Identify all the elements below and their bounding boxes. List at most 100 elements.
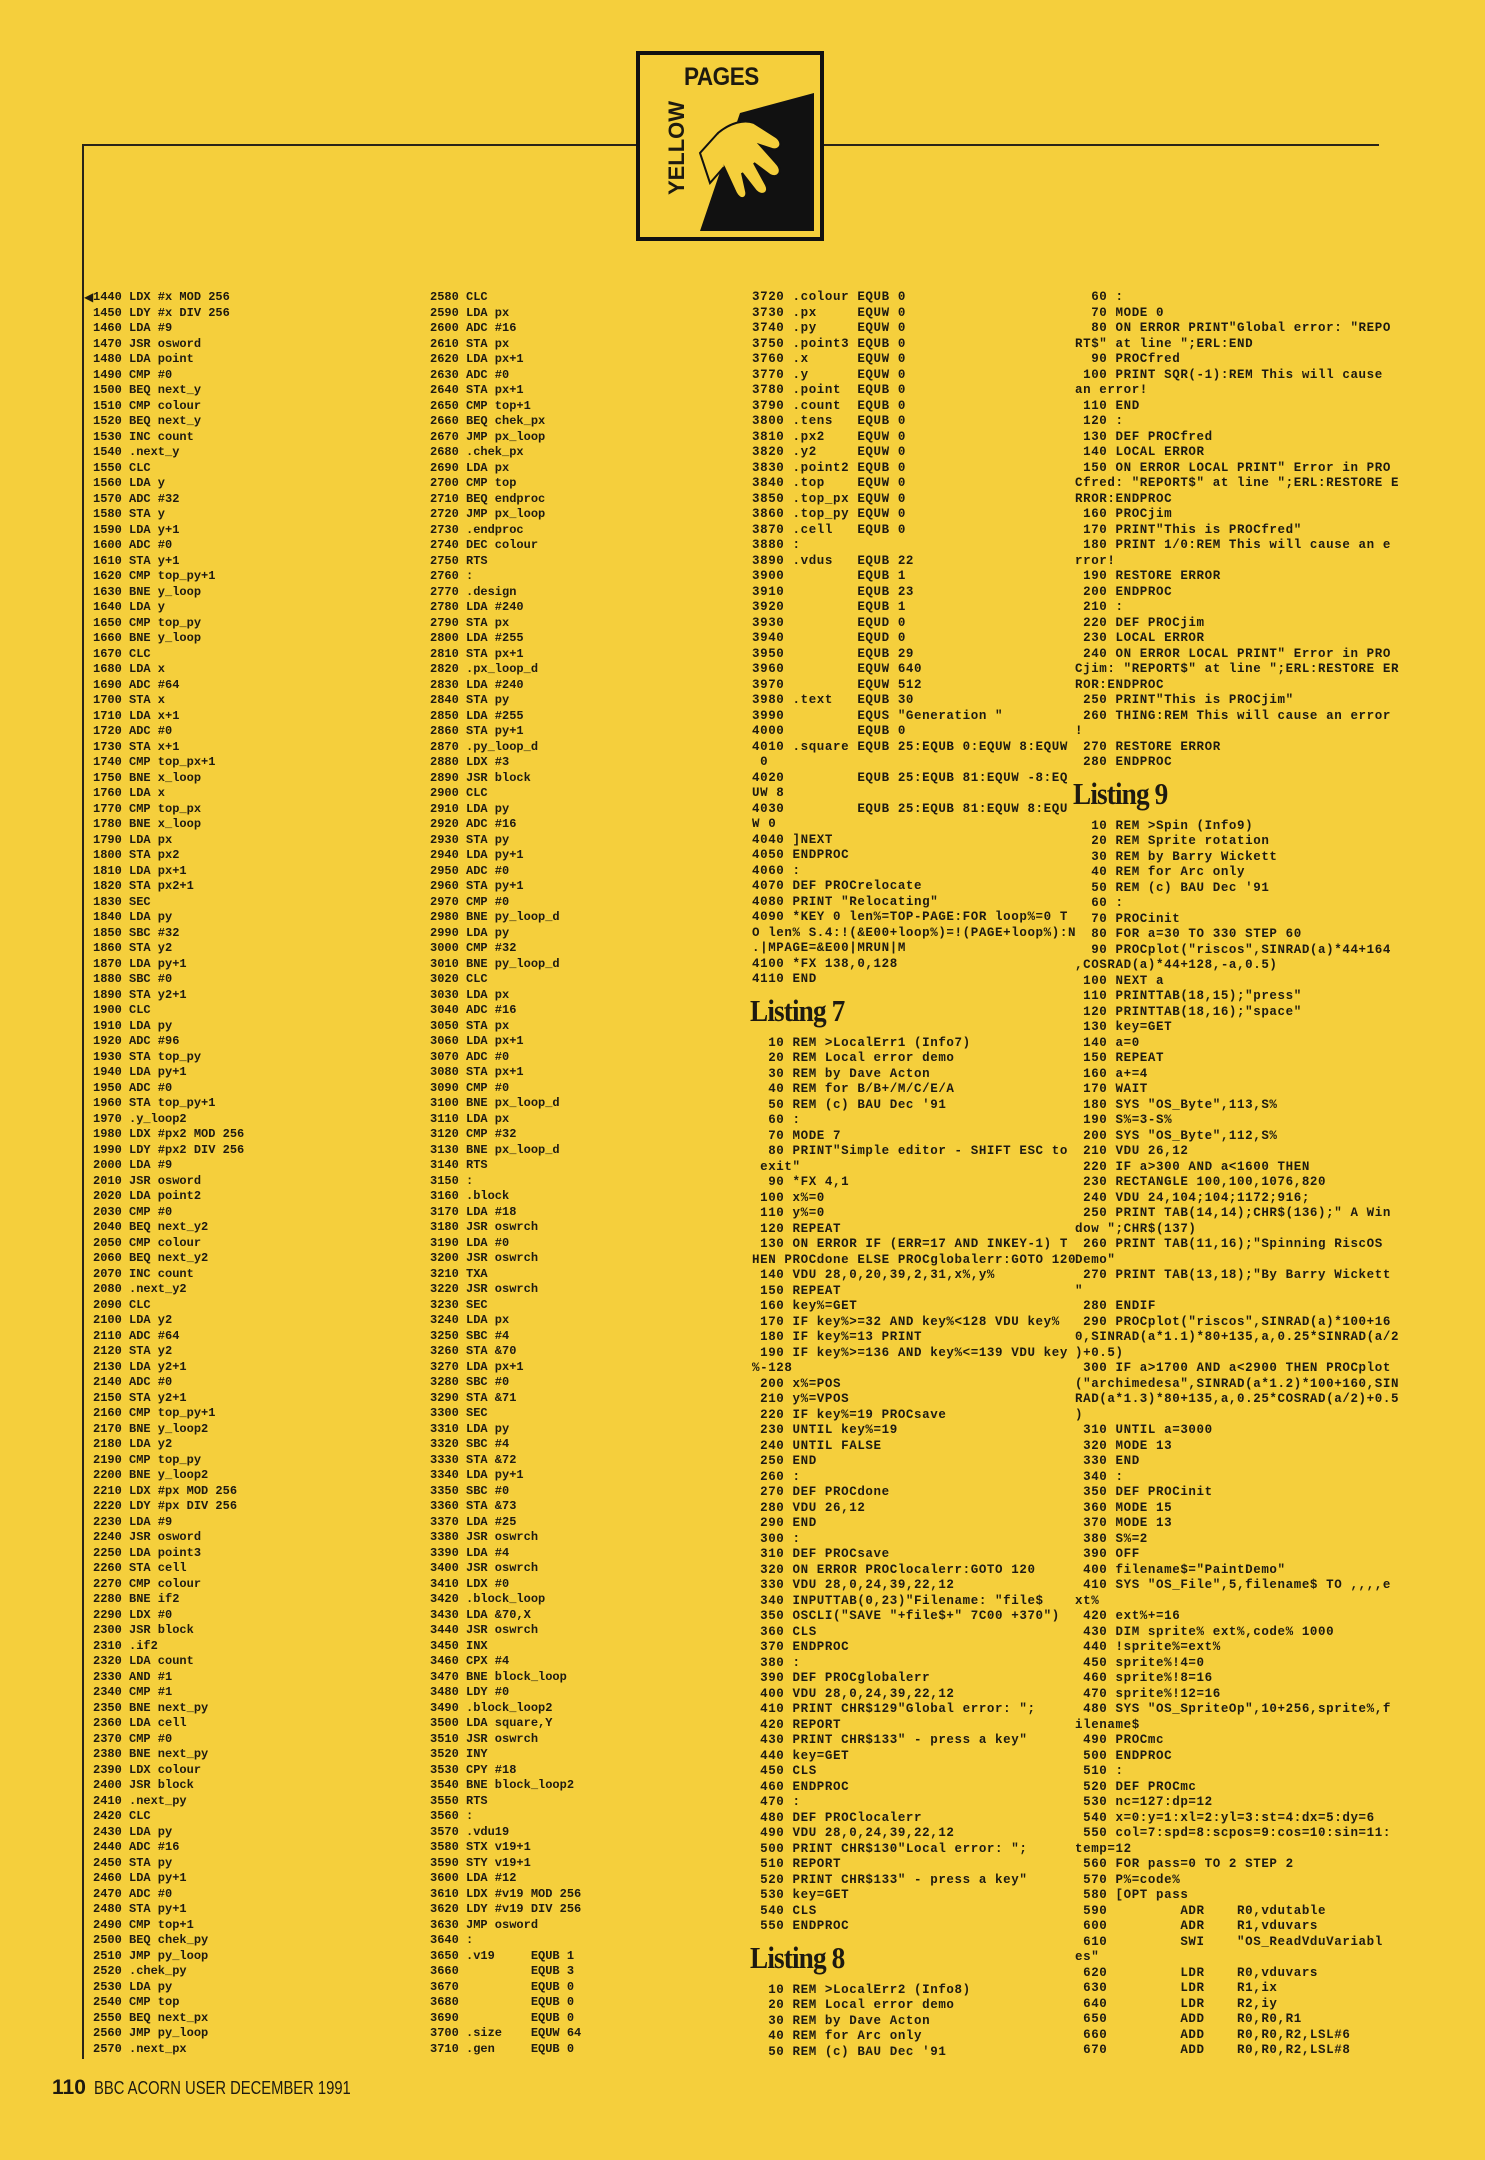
code-line: O len% S.4:!(&E00+loop%)=!(PAGE+loop%):N — [752, 925, 1077, 940]
code-line: 400 VDU 28,0,24,39,22,12 — [752, 1686, 955, 1701]
code-line: 490 VDU 28,0,24,39,22,12 — [752, 1826, 955, 1840]
code-line: 240 VDU 24,104;104;1172;916; — [1075, 1190, 1310, 1205]
code-line: 420 REPORT — [752, 1717, 842, 1732]
code-line: 3860 .top_py EQUW 0 — [752, 507, 906, 521]
code-line: 3470 BNE block_loop — [430, 1669, 567, 1684]
page-number: 110 — [52, 2076, 86, 2099]
code-line: 3270 LDA px+1 — [430, 1359, 524, 1374]
code-line: 3840 .top EQUW 0 — [752, 476, 906, 490]
code-line: 560 FOR pass=0 TO 2 STEP 2 — [1075, 1857, 1294, 1871]
code-line: 190 IF key%>=136 AND key%<=139 VDU key — [752, 1345, 1068, 1360]
listing-heading: Listing 8 — [750, 1939, 845, 1975]
code-line: 2780 LDA #240 — [430, 600, 524, 614]
code-line: 1620 CMP top_py+1 — [93, 569, 216, 583]
code-line: 130 ON ERROR IF (ERR=17 AND INKEY-1) T — [752, 1237, 1068, 1251]
code-line: 2530 LDA py — [93, 1979, 173, 1994]
code-line: 110 END — [1075, 398, 1140, 413]
code-line: 530 nc=127:dp=12 — [1075, 1795, 1213, 1809]
code-line: 3120 CMP #32 — [430, 1127, 517, 1141]
code-line: 3130 BNE px_loop_d — [430, 1142, 560, 1157]
code-line: 290 END — [752, 1516, 817, 1530]
code-line: 2040 BEQ next_y2 — [93, 1220, 209, 1234]
logo-word-pages: PAGES — [684, 63, 759, 91]
code-line: 100 PRINT SQR(-1):REM This will cause — [1075, 367, 1383, 382]
code-line: 670 ADD R0,R0,R2,LSL#8 — [1075, 2043, 1351, 2057]
code-line: 60 : — [752, 1113, 801, 1127]
code-line: 1550 CLC — [93, 460, 151, 475]
code-line: 2980 BNE py_loop_d — [430, 910, 560, 924]
code-line: 3600 LDA #12 — [430, 1871, 517, 1885]
code-line: Cjim: "REPORT$" at line ";ERL:RESTORE ER — [1075, 662, 1400, 676]
code-line: 3050 STA px — [430, 1018, 510, 1033]
code-line: ) — [1075, 1407, 1084, 1422]
code-line: 1790 LDA px — [93, 832, 173, 847]
code-line: 2920 ADC #16 — [430, 817, 517, 831]
code-line: 1540 .next_y — [93, 445, 180, 459]
code-line: 2900 CLC — [430, 786, 488, 800]
code-line: 3580 STX v19+1 — [430, 1840, 531, 1854]
code-line: 3400 JSR oswrch — [430, 1561, 539, 1575]
code-line: 3350 SBC #0 — [430, 1483, 510, 1498]
code-line: 3070 ADC #0 — [430, 1049, 510, 1064]
code-line: 200 SYS "OS_Byte",112,S% — [1075, 1128, 1278, 1143]
code-line: 2280 BNE if2 — [93, 1592, 180, 1606]
code-line: 2060 BEQ next_y2 — [93, 1251, 209, 1265]
code-line: 2410 .next_py — [93, 1793, 187, 1808]
code-line: 2940 LDA py+1 — [430, 848, 524, 862]
code-line: 4000 EQUB 0 — [752, 724, 906, 738]
code-line: 3320 SBC #4 — [430, 1437, 510, 1451]
code-line: 450 CLS — [752, 1764, 817, 1778]
code-line: 3290 STA &71 — [430, 1390, 517, 1405]
code-line: 3980 .text EQUB 30 — [752, 693, 915, 707]
code-line: 20 REM Local error demo — [752, 1051, 955, 1065]
magazine-issue: BBC ACORN USER DECEMBER 1991 — [93, 2078, 351, 2098]
code-line: 340 INPUTTAB(0,23)"Filename: "file$ — [752, 1593, 1044, 1608]
code-line: 3760 .x EQUW 0 — [752, 352, 906, 366]
code-line: 1690 ADC #64 — [93, 677, 180, 692]
listing-column-3: 3720 .colour EQUB 0 3730 .px EQUW 0 3740 .… — [750, 290, 1077, 2060]
code-line: 2420 CLC — [93, 1809, 151, 1823]
code-line: 2030 CMP #0 — [93, 1204, 173, 1219]
code-line: 2310 .if2 — [93, 1638, 158, 1653]
code-line: 70 MODE 7 — [752, 1128, 842, 1143]
page-footer: 110 BBC ACORN USER DECEMBER 1991 — [52, 2076, 407, 2100]
code-line: 3710 .gen EQUB 0 — [430, 2041, 575, 2056]
code-line: 3260 STA &70 — [430, 1344, 517, 1358]
code-line: 40 REM for Arc only — [752, 2029, 923, 2043]
code-line: 50 REM (c) BAU Dec '91 — [752, 2044, 947, 2059]
code-line: 1930 STA top_py — [93, 1049, 202, 1064]
listing-column-4: 60 : 70 MODE 0 80 ON ERROR PRINT"Global … — [1073, 290, 1400, 2059]
code-line: 2730 .endproc — [430, 522, 524, 537]
code-line: 2560 JMP py_loop — [93, 2026, 209, 2040]
code-line: 3010 BNE py_loop_d — [430, 956, 560, 971]
code-line: 240 ON ERROR LOCAL PRINT" Error in PRO — [1075, 646, 1391, 661]
code-line: 3530 CPY #18 — [430, 1762, 517, 1777]
code-line: 170 IF key%>=32 AND key%<128 VDU key% — [752, 1314, 1060, 1329]
code-line: 90 PROCfred — [1075, 352, 1181, 366]
code-line: 200 ENDPROC — [1075, 584, 1173, 599]
code-line: 2130 LDA y2+1 — [93, 1359, 187, 1374]
code-line: 3360 STA &73 — [430, 1499, 517, 1513]
code-line: 380 S%=2 — [1075, 1531, 1148, 1546]
code-line: 3870 .cell EQUB 0 — [752, 522, 906, 537]
code-line: 450 sprite%!4=0 — [1075, 1655, 1205, 1670]
code-line: 3370 LDA #25 — [430, 1514, 517, 1529]
code-line: 3950 EQUB 29 — [752, 646, 915, 661]
left-pointing-triangle-icon: ◀ — [84, 290, 94, 304]
code-line: 2400 JSR block — [93, 1778, 194, 1792]
code-line: 210 y%=VPOS — [752, 1392, 850, 1406]
code-line: 480 DEF PROClocalerr — [752, 1810, 923, 1825]
code-line: 140 LOCAL ERROR — [1075, 445, 1205, 459]
code-line: 2380 BNE next_py — [93, 1747, 209, 1761]
listing-heading: Listing 7 — [750, 992, 845, 1028]
code-line: 4050 ENDPROC — [752, 848, 850, 862]
code-line: 1950 ADC #0 — [93, 1080, 173, 1095]
code-line: 3570 .vdu19 — [430, 1824, 510, 1839]
code-line: 3280 SBC #0 — [430, 1375, 510, 1389]
yellow-pages-logo: PAGES YELLOW — [636, 51, 824, 241]
code-line: 2590 LDA px — [430, 305, 510, 320]
code-line: 500 PRINT CHR$130"Local error: "; — [752, 1841, 1028, 1856]
code-line: 10 REM >LocalErr2 (Info8) — [752, 1982, 971, 1997]
code-line: 4090 *KEY 0 len%=TOP-PAGE:FOR loop%=0 T — [752, 910, 1068, 924]
code-line: 2810 STA px+1 — [430, 646, 524, 661]
